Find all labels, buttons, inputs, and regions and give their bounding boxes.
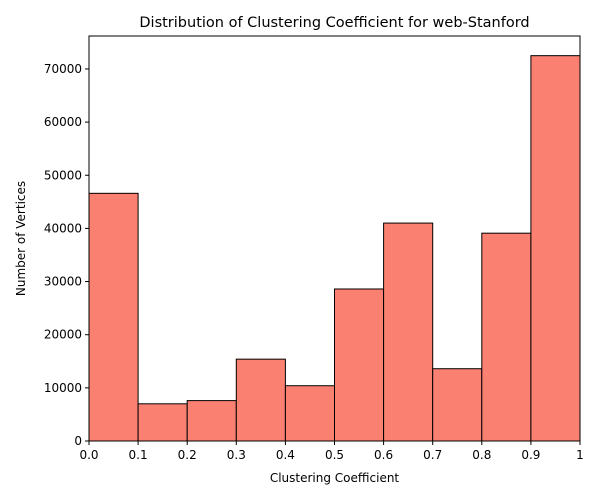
x-tick-label: 0.5 — [325, 448, 344, 462]
histogram-bar — [432, 368, 483, 442]
x-tick-label: 0.1 — [129, 448, 148, 462]
y-tick-label: 70000 — [44, 62, 82, 76]
bars-group — [88, 55, 581, 442]
histogram-bar — [334, 288, 385, 442]
x-tick-label: 0.2 — [178, 448, 197, 462]
histogram-bar — [383, 222, 434, 442]
y-axis-ticks: 0 10000 20000 30000 40000 50000 60000 70000 — [44, 62, 89, 448]
chart-title: Distribution of Clustering Coefficient f… — [139, 15, 529, 31]
x-tick-label: 0.6 — [374, 448, 393, 462]
x-tick-label: 0.3 — [227, 448, 246, 462]
histogram-bar — [530, 55, 581, 442]
histogram-bar — [137, 403, 188, 442]
histogram-bar — [235, 358, 286, 442]
histogram-bar — [481, 232, 532, 442]
x-tick-label: 1 — [576, 448, 584, 462]
x-tick-label: 0.8 — [472, 448, 491, 462]
y-tick-label: 50000 — [44, 168, 82, 182]
x-tick-label: 0.7 — [423, 448, 442, 462]
y-tick-label: 40000 — [44, 221, 82, 235]
y-tick-label: 60000 — [44, 115, 82, 129]
y-axis-label: Number of Vertices — [14, 181, 28, 296]
y-tick-label: 20000 — [44, 328, 82, 342]
histogram-bar — [186, 400, 237, 442]
x-axis-label: Clustering Coefficient — [270, 471, 400, 485]
x-tick-label: 0.0 — [79, 448, 98, 462]
histogram-bar — [284, 385, 335, 442]
x-axis-ticks: 0.0 0.1 0.2 0.3 0.4 0.5 0.6 0.7 0.8 0.9 1 — [79, 441, 584, 462]
y-tick-label: 10000 — [44, 381, 82, 395]
x-tick-label: 0.9 — [521, 448, 540, 462]
y-tick-label: 0 — [74, 434, 82, 448]
histogram-bar — [88, 192, 139, 442]
x-tick-label: 0.4 — [276, 448, 295, 462]
y-tick-label: 30000 — [44, 275, 82, 289]
